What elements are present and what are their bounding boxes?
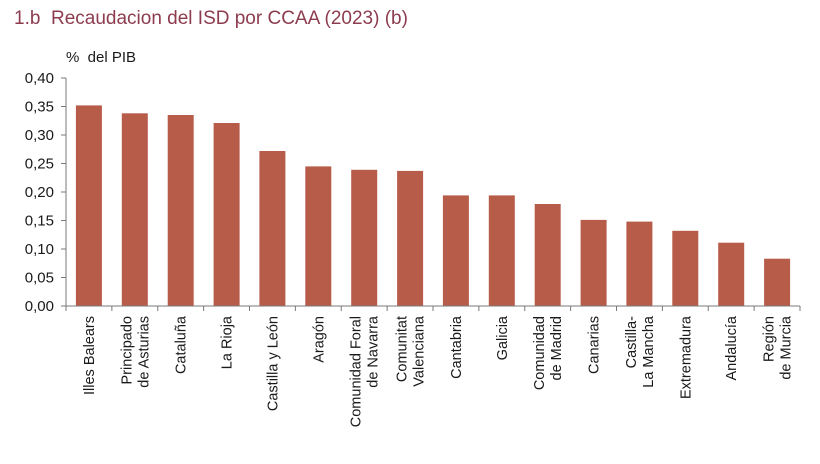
x-tick-label-line: Castilla-	[624, 316, 640, 369]
x-tick-label-line: Extremadura	[678, 315, 694, 399]
bar	[442, 195, 469, 306]
x-tick-label: Comunidad Foral de Navarra	[349, 315, 382, 427]
x-tick-label-line: Región	[762, 316, 778, 362]
x-tick-label: Comunidad de Madrid	[532, 316, 565, 390]
bar	[167, 115, 194, 306]
bars-group	[75, 105, 791, 307]
x-tick-label: Aragón	[311, 316, 327, 363]
x-tick-label-line: Comunitat	[395, 316, 411, 382]
y-tick-label: 0,15	[25, 213, 54, 230]
x-tick-label-line: Principado	[119, 316, 135, 385]
bar	[672, 230, 699, 306]
bar	[718, 242, 745, 306]
bar	[213, 123, 240, 306]
bar	[305, 166, 332, 306]
bar	[397, 170, 424, 306]
y-tick-label: 0,25	[25, 156, 54, 173]
x-tick-label-line: Galicia	[495, 315, 511, 360]
x-tick-label-line: Canarias	[587, 316, 603, 374]
y-tick-label: 0,10	[25, 241, 54, 258]
bar	[351, 169, 378, 306]
x-labels-group: Illes Balears Principado de Asturias Catalu…	[82, 315, 795, 427]
y-tick-label: 0,35	[25, 99, 54, 116]
y-tick-label: 0,00	[25, 298, 54, 315]
bar	[488, 195, 515, 306]
bar	[75, 105, 102, 307]
x-tick-label: Illes Balears	[82, 316, 98, 395]
bar	[764, 258, 791, 306]
x-tick-label-line: Cantabria	[449, 315, 465, 379]
x-tick-label-line: de Asturias	[136, 316, 152, 388]
y-axis-unit-label: % del PIB	[66, 49, 137, 66]
x-tick-label: Andalucía	[724, 315, 740, 380]
x-tick-label: Comunitat Valenciana	[395, 315, 428, 387]
x-tick-label: Castilla y León	[265, 316, 281, 411]
x-tick-label-line: Comunidad Foral	[349, 316, 365, 427]
bar	[580, 219, 607, 306]
x-tick-label-line: de Madrid	[549, 316, 565, 380]
x-tick-label-line: Comunidad	[532, 316, 548, 390]
bar	[626, 221, 653, 306]
y-tick-label: 0,20	[25, 184, 54, 201]
x-tick-label-line: de Murcia	[779, 315, 795, 380]
x-tick-label-line: Cataluña	[174, 315, 190, 374]
x-tick-label: Región de Murcia	[762, 315, 795, 380]
x-tick-label-line: de Navarra	[366, 315, 382, 388]
x-tick-label-line: La Mancha	[641, 315, 657, 388]
x-tick-label: Canarias	[587, 316, 603, 374]
bar	[121, 113, 148, 306]
chart-title: 1.b Recaudacion del ISD por CCAA (2023) …	[14, 8, 408, 29]
y-tick-label: 0,30	[25, 127, 54, 144]
x-tick-label: Extremadura	[678, 315, 694, 399]
x-tick-label-line: Aragón	[311, 316, 327, 363]
y-tick-label: 0,40	[25, 70, 54, 87]
x-tick-label-line: Castilla y León	[265, 316, 281, 411]
x-tick-label: Castilla- La Mancha	[624, 315, 657, 388]
x-tick-label-line: Valenciana	[412, 315, 428, 387]
x-tick-label-line: Illes Balears	[82, 316, 98, 395]
y-ticks-group: 0,00 0,05 0,10 0,15 0,20 0,25 0,30 0,35 0,40	[25, 70, 801, 315]
y-tick-label: 0,05	[25, 270, 54, 287]
bar	[534, 204, 561, 306]
bar	[259, 151, 286, 306]
x-tick-label: Principado de Asturias	[119, 316, 152, 388]
x-tick-label: Cantabria	[449, 315, 465, 379]
x-tick-label: Galicia	[495, 315, 511, 360]
x-tick-label: Cataluña	[174, 315, 190, 374]
x-tick-label-line: La Rioja	[220, 315, 236, 369]
x-tick-label: La Rioja	[220, 315, 236, 369]
x-tick-label-line: Andalucía	[724, 315, 740, 380]
